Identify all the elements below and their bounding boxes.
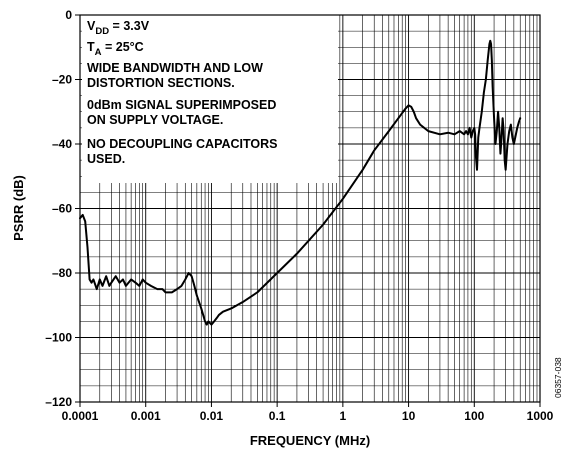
note-line-5: 0dBm SIGNAL SUPERIMPOSED bbox=[87, 98, 276, 112]
x-tick-label: 0.1 bbox=[269, 409, 286, 423]
y-tick-label: –20 bbox=[52, 73, 72, 87]
note-line-3: WIDE BANDWIDTH AND LOW bbox=[87, 61, 263, 75]
y-tick-label: 0 bbox=[65, 8, 72, 22]
x-tick-label: 100 bbox=[464, 409, 484, 423]
y-tick-labels: 0 –20 –40 –60 –80 –100 –120 bbox=[45, 8, 72, 409]
x-tick-label: 0.01 bbox=[200, 409, 224, 423]
note-line-7: NO DECOUPLING CAPACITORS bbox=[87, 137, 278, 151]
note-line-6: ON SUPPLY VOLTAGE. bbox=[87, 113, 223, 127]
tick-marks bbox=[75, 14, 541, 407]
y-axis-title: PSRR (dB) bbox=[11, 175, 26, 241]
psrr-series-line bbox=[79, 39, 522, 326]
annotation-text: VDD = 3.3V TA = 25°C WIDE BANDWIDTH AND … bbox=[87, 19, 278, 166]
y-tick-label: –120 bbox=[45, 395, 72, 409]
x-axis-title: FREQUENCY (MHz) bbox=[250, 433, 370, 448]
y-tick-label: –80 bbox=[52, 266, 72, 280]
figure-id: 06357-038 bbox=[553, 357, 563, 398]
note-vdd: VDD = 3.3V bbox=[87, 19, 150, 37]
y-tick-label: –60 bbox=[52, 202, 72, 216]
x-tick-labels: 0.0001 0.001 0.01 0.1 1 10 100 1000 bbox=[62, 409, 554, 423]
x-tick-label: 0.001 bbox=[131, 409, 161, 423]
note-line-8: USED. bbox=[87, 152, 125, 166]
x-tick-label: 0.0001 bbox=[62, 409, 99, 423]
y-tick-label: –40 bbox=[52, 137, 72, 151]
x-tick-label: 10 bbox=[402, 409, 416, 423]
note-line-4: DISTORTION SECTIONS. bbox=[87, 76, 235, 90]
y-tick-label: –100 bbox=[45, 331, 72, 345]
x-tick-label: 1000 bbox=[527, 409, 554, 423]
x-tick-label: 1 bbox=[340, 409, 347, 423]
annotation-box bbox=[82, 15, 338, 183]
note-ta: TA = 25°C bbox=[87, 40, 144, 58]
